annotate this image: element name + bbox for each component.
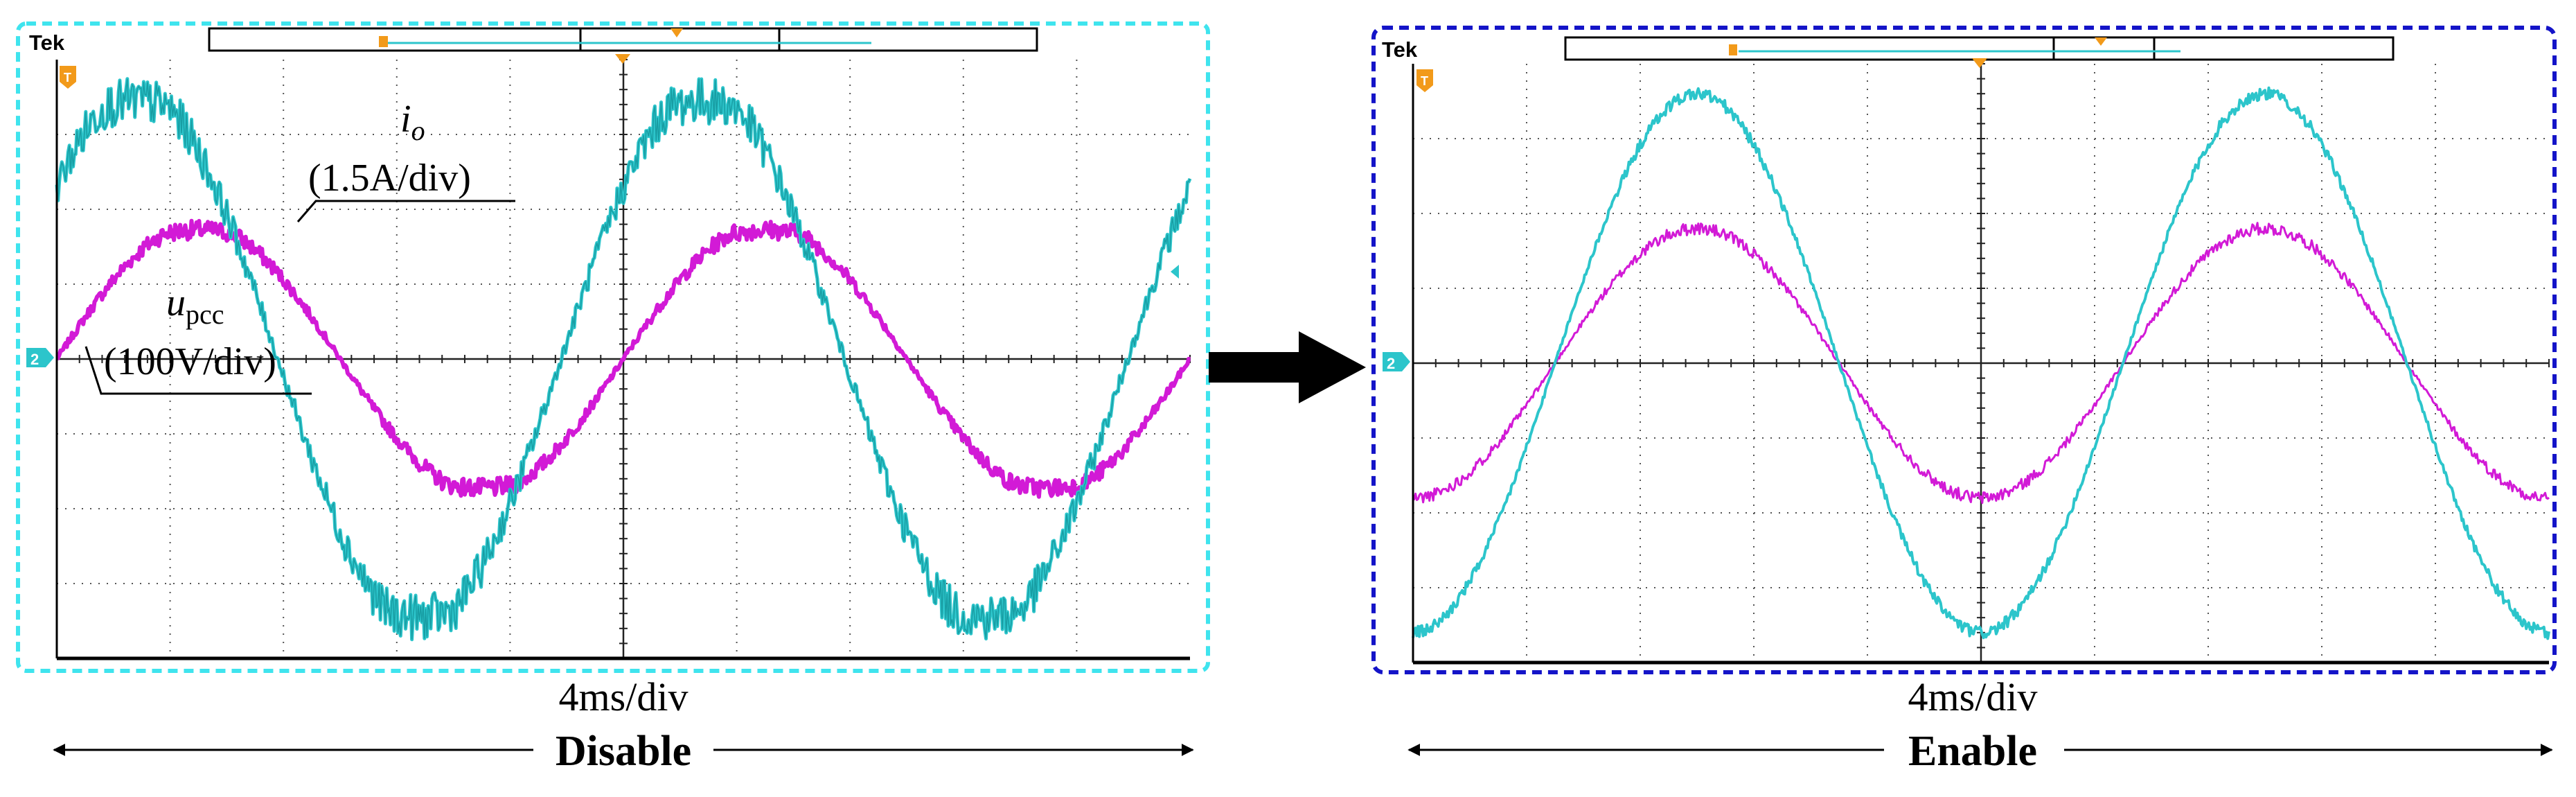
- svg-text:T: T: [64, 71, 71, 85]
- arrow-right-icon: [1209, 331, 1366, 403]
- panel-left: Tek T 2 io (1.5A/div): [16, 21, 1210, 775]
- trace-io: [1412, 86, 2550, 640]
- trigger-marker-left: T: [60, 66, 76, 89]
- timebase-label-right: 4ms/div: [1908, 674, 2038, 719]
- trace-io-shade: [56, 78, 1191, 640]
- svg-text:2: 2: [30, 351, 39, 368]
- svg-text:(1.5A/div): (1.5A/div): [308, 157, 471, 200]
- svg-text:2: 2: [1387, 355, 1395, 372]
- svg-text:T: T: [1421, 74, 1428, 88]
- trigger-pos-marker-right: [1972, 58, 1987, 68]
- state-label-enable: Enable: [1908, 728, 2037, 775]
- panel-right-screen: [1412, 63, 2550, 665]
- ground-marker-right: 2: [1383, 352, 1410, 372]
- state-label-disable: Disable: [556, 728, 691, 775]
- panel-right-grid: [1412, 63, 2550, 663]
- panel-right-frame: [1371, 26, 2557, 674]
- panel-left-frame: [16, 21, 1210, 673]
- svg-text:upcc: upcc: [166, 281, 224, 330]
- svg-text:io: io: [400, 98, 425, 146]
- trigger-pos-marker-left: [615, 54, 630, 64]
- panel-left-screen: [55, 59, 1192, 660]
- trace-upcc: [55, 218, 1191, 499]
- panel-left-brand: Tek: [29, 30, 65, 55]
- annotation-voltage: upcc (100V/div): [85, 281, 312, 395]
- panel-right: Tek T 2 4ms/div Enable: [1371, 26, 2557, 775]
- panel-left-traces: [55, 77, 1192, 642]
- panel-right-brand: Tek: [1382, 37, 1418, 62]
- ground-marker-left: 2: [26, 348, 54, 368]
- trigger-marker-right: T: [1416, 69, 1433, 92]
- svg-text:(100V/div): (100V/div): [104, 340, 276, 383]
- panel-left-status-bar: [208, 27, 1038, 52]
- timebase-label-left: 4ms/div: [559, 674, 689, 719]
- annotation-current: io (1.5A/div): [296, 98, 515, 222]
- trace-upcc: [1412, 222, 2550, 505]
- panel-right-status-bar: [1564, 36, 2395, 61]
- trigger-level-marker-left: [1171, 265, 1179, 279]
- panel-right-traces: [1412, 86, 2550, 640]
